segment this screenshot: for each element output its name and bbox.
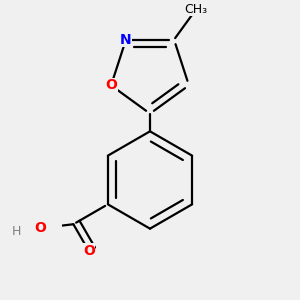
Text: O: O [34,221,46,235]
Text: O: O [83,244,95,258]
Text: O: O [105,78,117,92]
Text: N: N [120,33,132,46]
Text: H: H [12,225,21,238]
Text: CH₃: CH₃ [184,3,208,16]
